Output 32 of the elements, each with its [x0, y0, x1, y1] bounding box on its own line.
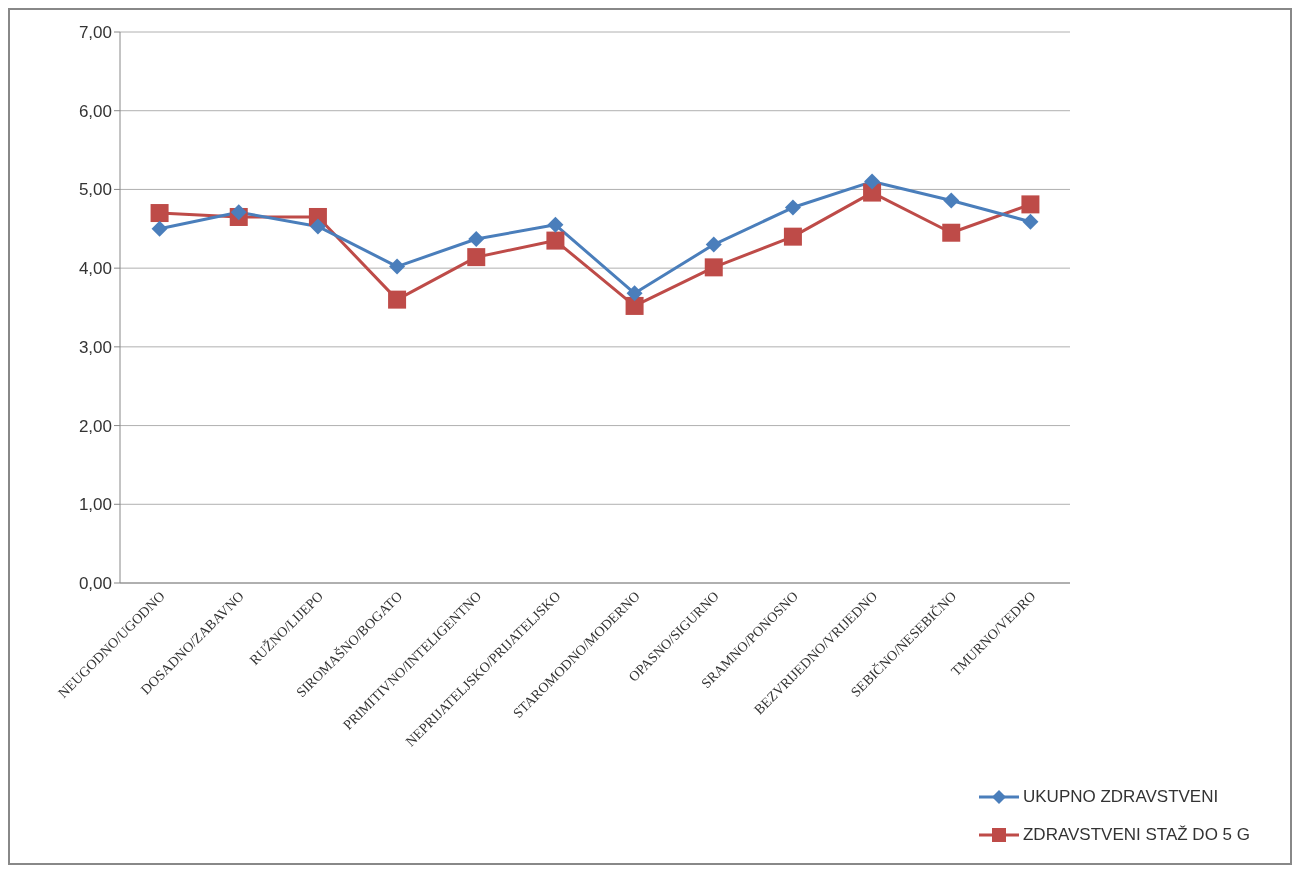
- point: [625, 296, 644, 315]
- y-tick-label: 6,00: [78, 101, 112, 121]
- point: [863, 183, 882, 202]
- point: [705, 236, 722, 253]
- point: [942, 223, 961, 242]
- point: [230, 204, 247, 221]
- y-tick-label: 7,00: [78, 23, 112, 43]
- point: [309, 218, 326, 235]
- point: [467, 248, 486, 267]
- legend-label: UKUPNO ZDRAVSTVENI: [1022, 787, 1219, 807]
- point: [943, 192, 960, 209]
- point: [546, 231, 565, 250]
- point: [388, 290, 407, 309]
- point: [389, 258, 406, 275]
- point: [468, 231, 485, 248]
- point: [1022, 213, 1039, 230]
- point: [783, 227, 802, 246]
- point: [547, 216, 564, 233]
- point: [784, 199, 801, 216]
- legend-label: ZDRAVSTVENI STAŽ DO 5 G: [1022, 825, 1250, 845]
- point: [1021, 195, 1040, 214]
- y-tick-label: 0,00: [78, 574, 112, 594]
- y-tick-label: 2,00: [78, 416, 112, 436]
- point: [150, 204, 169, 223]
- y-tick-label: 1,00: [78, 495, 112, 515]
- point: [626, 285, 643, 302]
- y-tick-label: 4,00: [78, 259, 112, 279]
- y-tick-label: 5,00: [78, 180, 112, 200]
- y-tick-label: 3,00: [78, 337, 112, 357]
- point: [704, 258, 723, 277]
- point: [151, 220, 168, 237]
- point: [864, 173, 881, 190]
